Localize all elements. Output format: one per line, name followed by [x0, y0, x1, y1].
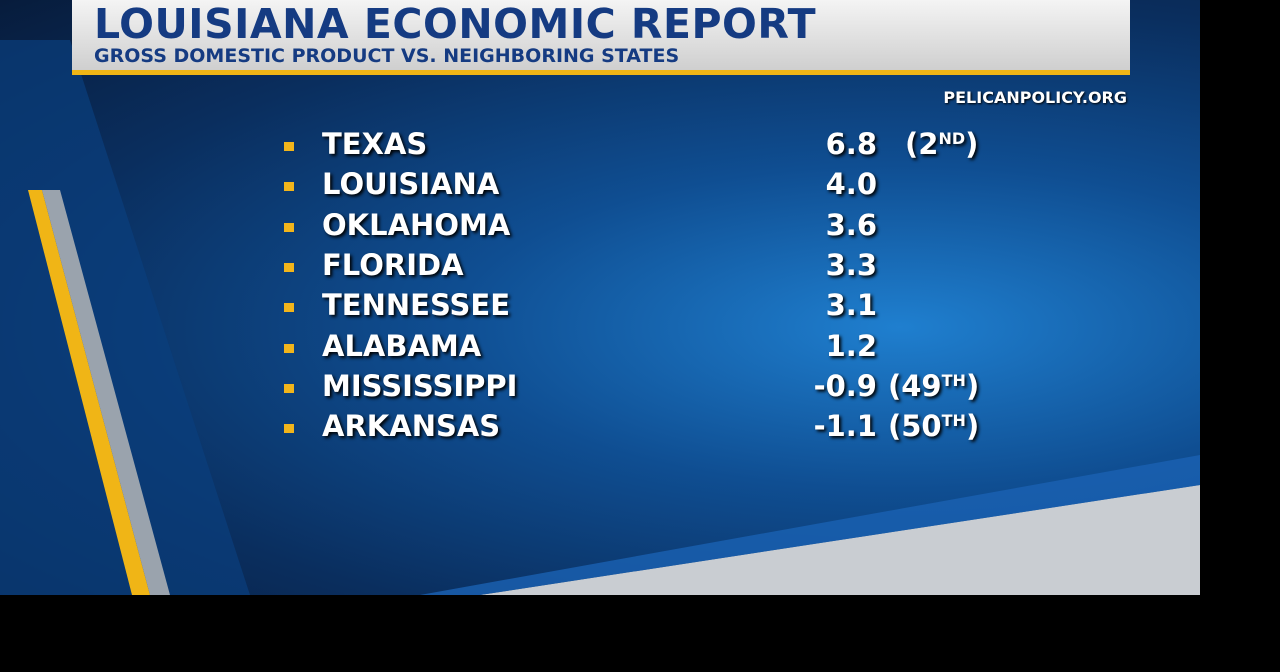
state-row: LOUISIANA 4.0 [0, 167, 1200, 207]
state-name: TEXAS [322, 127, 428, 161]
subtitle: GROSS DOMESTIC PRODUCT VS. NEIGHBORING S… [94, 45, 680, 67]
state-name: FLORIDA [322, 247, 464, 282]
background-shapes [0, 40, 1200, 595]
rank-close: ) [965, 409, 980, 444]
bullet [284, 343, 294, 353]
bullet [284, 424, 294, 434]
gray-stripe [42, 190, 170, 595]
yellow-stripe [28, 190, 150, 595]
state-row: ARKANSAS -1.1 (50TH) [0, 409, 1200, 449]
graphic-screen: LOUISIANA ECONOMIC REPORT GROSS DOMESTIC… [0, 0, 1200, 595]
bullet [284, 383, 294, 393]
bullet [284, 142, 294, 151]
state-name: ARKANSAS [322, 409, 501, 444]
rank-number: (50 [888, 409, 942, 444]
state-name: ALABAMA [322, 328, 482, 363]
state-name: MISSISSIPPI [322, 368, 518, 403]
state-row: FLORIDA 3.3 [0, 248, 1200, 288]
rank-ordinal: TH [941, 411, 966, 431]
title-banner: LOUISIANA ECONOMIC REPORT GROSS DOMESTIC… [72, 0, 1130, 75]
state-name: TENNESSEE [322, 288, 511, 323]
state-row: OKLAHOMA 3.6 [0, 208, 1200, 248]
state-row: ALABAMA 1.2 [0, 329, 1200, 369]
state-row: MISSISSIPPI -0.9 (49TH) [0, 369, 1200, 409]
gdp-growth: 3.6 [825, 207, 877, 242]
gdp-growth: 3.1 [825, 288, 877, 323]
gdp-growth: -1.1 [813, 409, 877, 444]
rank-number: (2 [905, 127, 939, 161]
gdp-growth: 3.3 [825, 247, 877, 282]
bullet [284, 182, 294, 192]
gdp-growth: 1.2 [825, 328, 877, 363]
rank: (49TH) [888, 369, 979, 403]
rank-number: (49 [888, 368, 942, 403]
gdp-growth: 6.8 [825, 127, 877, 161]
bottom-edge [420, 455, 1200, 595]
state-name: LOUISIANA [322, 167, 500, 202]
gdp-growth: -0.9 [813, 368, 877, 403]
gdp-growth: 4.0 [825, 167, 877, 202]
source: PELICANPOLICY.ORG [943, 88, 1127, 107]
rank: (50TH) [888, 409, 979, 443]
bullet [284, 303, 294, 313]
rank-close: ) [965, 368, 980, 403]
title: LOUISIANA ECONOMIC REPORT [94, 0, 817, 48]
rank-close: ) [965, 127, 979, 161]
rank-ordinal: TH [941, 370, 966, 390]
rank: (2ND) [905, 127, 978, 161]
state-name: OKLAHOMA [322, 207, 511, 242]
left-panel [0, 40, 250, 595]
state-row: TEXAS 6.8 (2ND) [0, 127, 1200, 167]
bullet [284, 222, 294, 232]
rank-ordinal: ND [938, 129, 966, 148]
bullet [284, 262, 294, 272]
state-row: TENNESSEE 3.1 [0, 288, 1200, 328]
